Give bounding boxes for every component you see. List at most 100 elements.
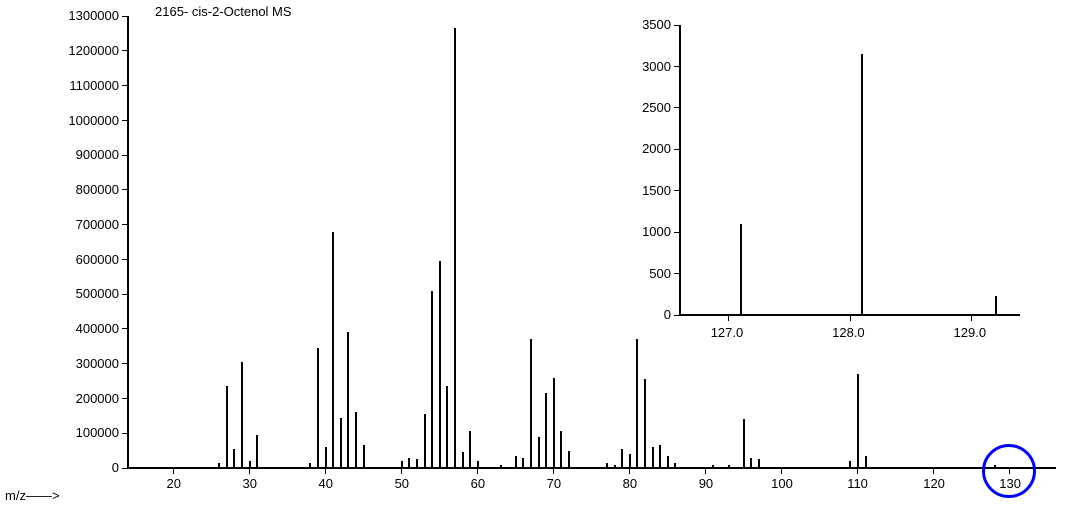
main-x-tick-label: 120: [923, 476, 945, 491]
main-y-tick-label: 700000: [76, 217, 119, 232]
main-x-tick: [857, 468, 858, 474]
main-x-tick: [781, 468, 782, 474]
main-peak: [477, 461, 479, 468]
inset-y-tick: [674, 273, 680, 274]
main-peak: [416, 459, 418, 468]
main-peak: [325, 447, 327, 468]
main-x-tick-label: 30: [243, 476, 257, 491]
main-x-tick-label: 90: [699, 476, 713, 491]
main-y-tick: [122, 294, 128, 295]
main-y-tick: [122, 398, 128, 399]
main-peak: [332, 232, 334, 468]
mass-spectrum-figure: 2165- cis-2-Octenol MS m/z——> 0 100000 200…: [0, 0, 1066, 505]
main-x-tick-label: 70: [547, 476, 561, 491]
main-y-tick-label: 100000: [76, 425, 119, 440]
main-y-tick-label: 400000: [76, 321, 119, 336]
inset-y-tick-label: 1000: [642, 224, 671, 239]
main-x-tick-label: 20: [166, 476, 180, 491]
main-y-tick: [122, 155, 128, 156]
main-peak: [226, 386, 228, 468]
main-y-tick-label: 1000000: [68, 113, 119, 128]
inset-y-tick-label: 2000: [642, 141, 671, 156]
inset-peak: [995, 296, 997, 315]
main-y-tick-label: 200000: [76, 391, 119, 406]
main-x-tick: [933, 468, 934, 474]
main-y-tick-label: 800000: [76, 182, 119, 197]
main-peak: [857, 374, 859, 468]
inset-y-tick: [674, 190, 680, 191]
main-peak: [309, 463, 311, 468]
main-peak: [218, 463, 220, 468]
main-y-tick-label: 500000: [76, 286, 119, 301]
inset-x-tick-label: 127.0: [711, 325, 744, 340]
main-peak: [712, 465, 714, 468]
main-peak: [849, 461, 851, 468]
main-peak: [439, 261, 441, 468]
main-y-tick-label: 0: [112, 460, 119, 475]
inset-y-tick: [674, 107, 680, 108]
inset-peak: [740, 224, 742, 315]
main-peak: [522, 458, 524, 468]
main-peak: [256, 435, 258, 468]
main-peak: [249, 461, 251, 468]
main-y-tick: [122, 328, 128, 329]
main-peak: [233, 449, 235, 468]
main-peak: [743, 419, 745, 468]
inset-x-tick-label: 129.0: [954, 325, 987, 340]
main-x-tick-label: 80: [623, 476, 637, 491]
main-peak: [614, 465, 616, 468]
main-peak: [515, 456, 517, 468]
main-x-tick-label: 60: [471, 476, 485, 491]
main-peak: [538, 437, 540, 468]
main-peak: [560, 431, 562, 468]
main-y-tick: [122, 16, 128, 17]
main-y-tick-label: 1200000: [68, 43, 119, 58]
main-y-axis: [127, 16, 129, 468]
main-peak: [462, 452, 464, 468]
main-peak: [446, 386, 448, 468]
inset-backing: [620, 17, 1040, 339]
main-x-tick: [705, 468, 706, 474]
inset-y-tick-label: 1500: [642, 183, 671, 198]
main-y-tick: [122, 189, 128, 190]
chart-title: 2165- cis-2-Octenol MS: [155, 4, 292, 19]
inset-y-tick-label: 500: [649, 266, 671, 281]
inset-x-tick: [850, 315, 851, 321]
main-y-tick-label: 600000: [76, 252, 119, 267]
main-peak: [355, 412, 357, 468]
main-peak: [674, 463, 676, 468]
main-peak: [347, 332, 349, 468]
main-peak: [363, 445, 365, 468]
x-axis-label: m/z——>: [5, 488, 60, 503]
inset-y-tick: [674, 315, 680, 316]
inset-peak: [861, 54, 863, 315]
main-x-tick: [629, 468, 630, 474]
main-y-tick: [122, 259, 128, 260]
inset-y-tick-label: 3500: [642, 17, 671, 32]
main-y-tick: [122, 468, 128, 469]
inset-y-tick: [674, 66, 680, 67]
main-x-tick: [401, 468, 402, 474]
main-y-tick: [122, 224, 128, 225]
inset-y-axis: [679, 25, 681, 315]
inset-y-tick: [674, 25, 680, 26]
main-peak: [469, 431, 471, 468]
main-y-tick-label: 1100000: [69, 78, 119, 93]
main-peak: [454, 28, 456, 468]
main-peak: [750, 458, 752, 468]
main-peak: [568, 451, 570, 468]
main-y-tick-label: 900000: [76, 147, 119, 162]
main-peak: [629, 454, 631, 468]
highlight-circle: [982, 444, 1036, 498]
main-peak: [621, 449, 623, 468]
main-peak: [424, 414, 426, 468]
inset-y-tick-label: 3000: [642, 59, 671, 74]
main-x-tick-label: 50: [395, 476, 409, 491]
main-x-tick-label: 110: [847, 476, 868, 491]
main-y-tick: [122, 50, 128, 51]
main-peak: [606, 463, 608, 468]
inset-x-tick: [728, 315, 729, 321]
main-x-axis: [128, 467, 1056, 469]
main-x-tick: [477, 468, 478, 474]
main-x-tick: [325, 468, 326, 474]
